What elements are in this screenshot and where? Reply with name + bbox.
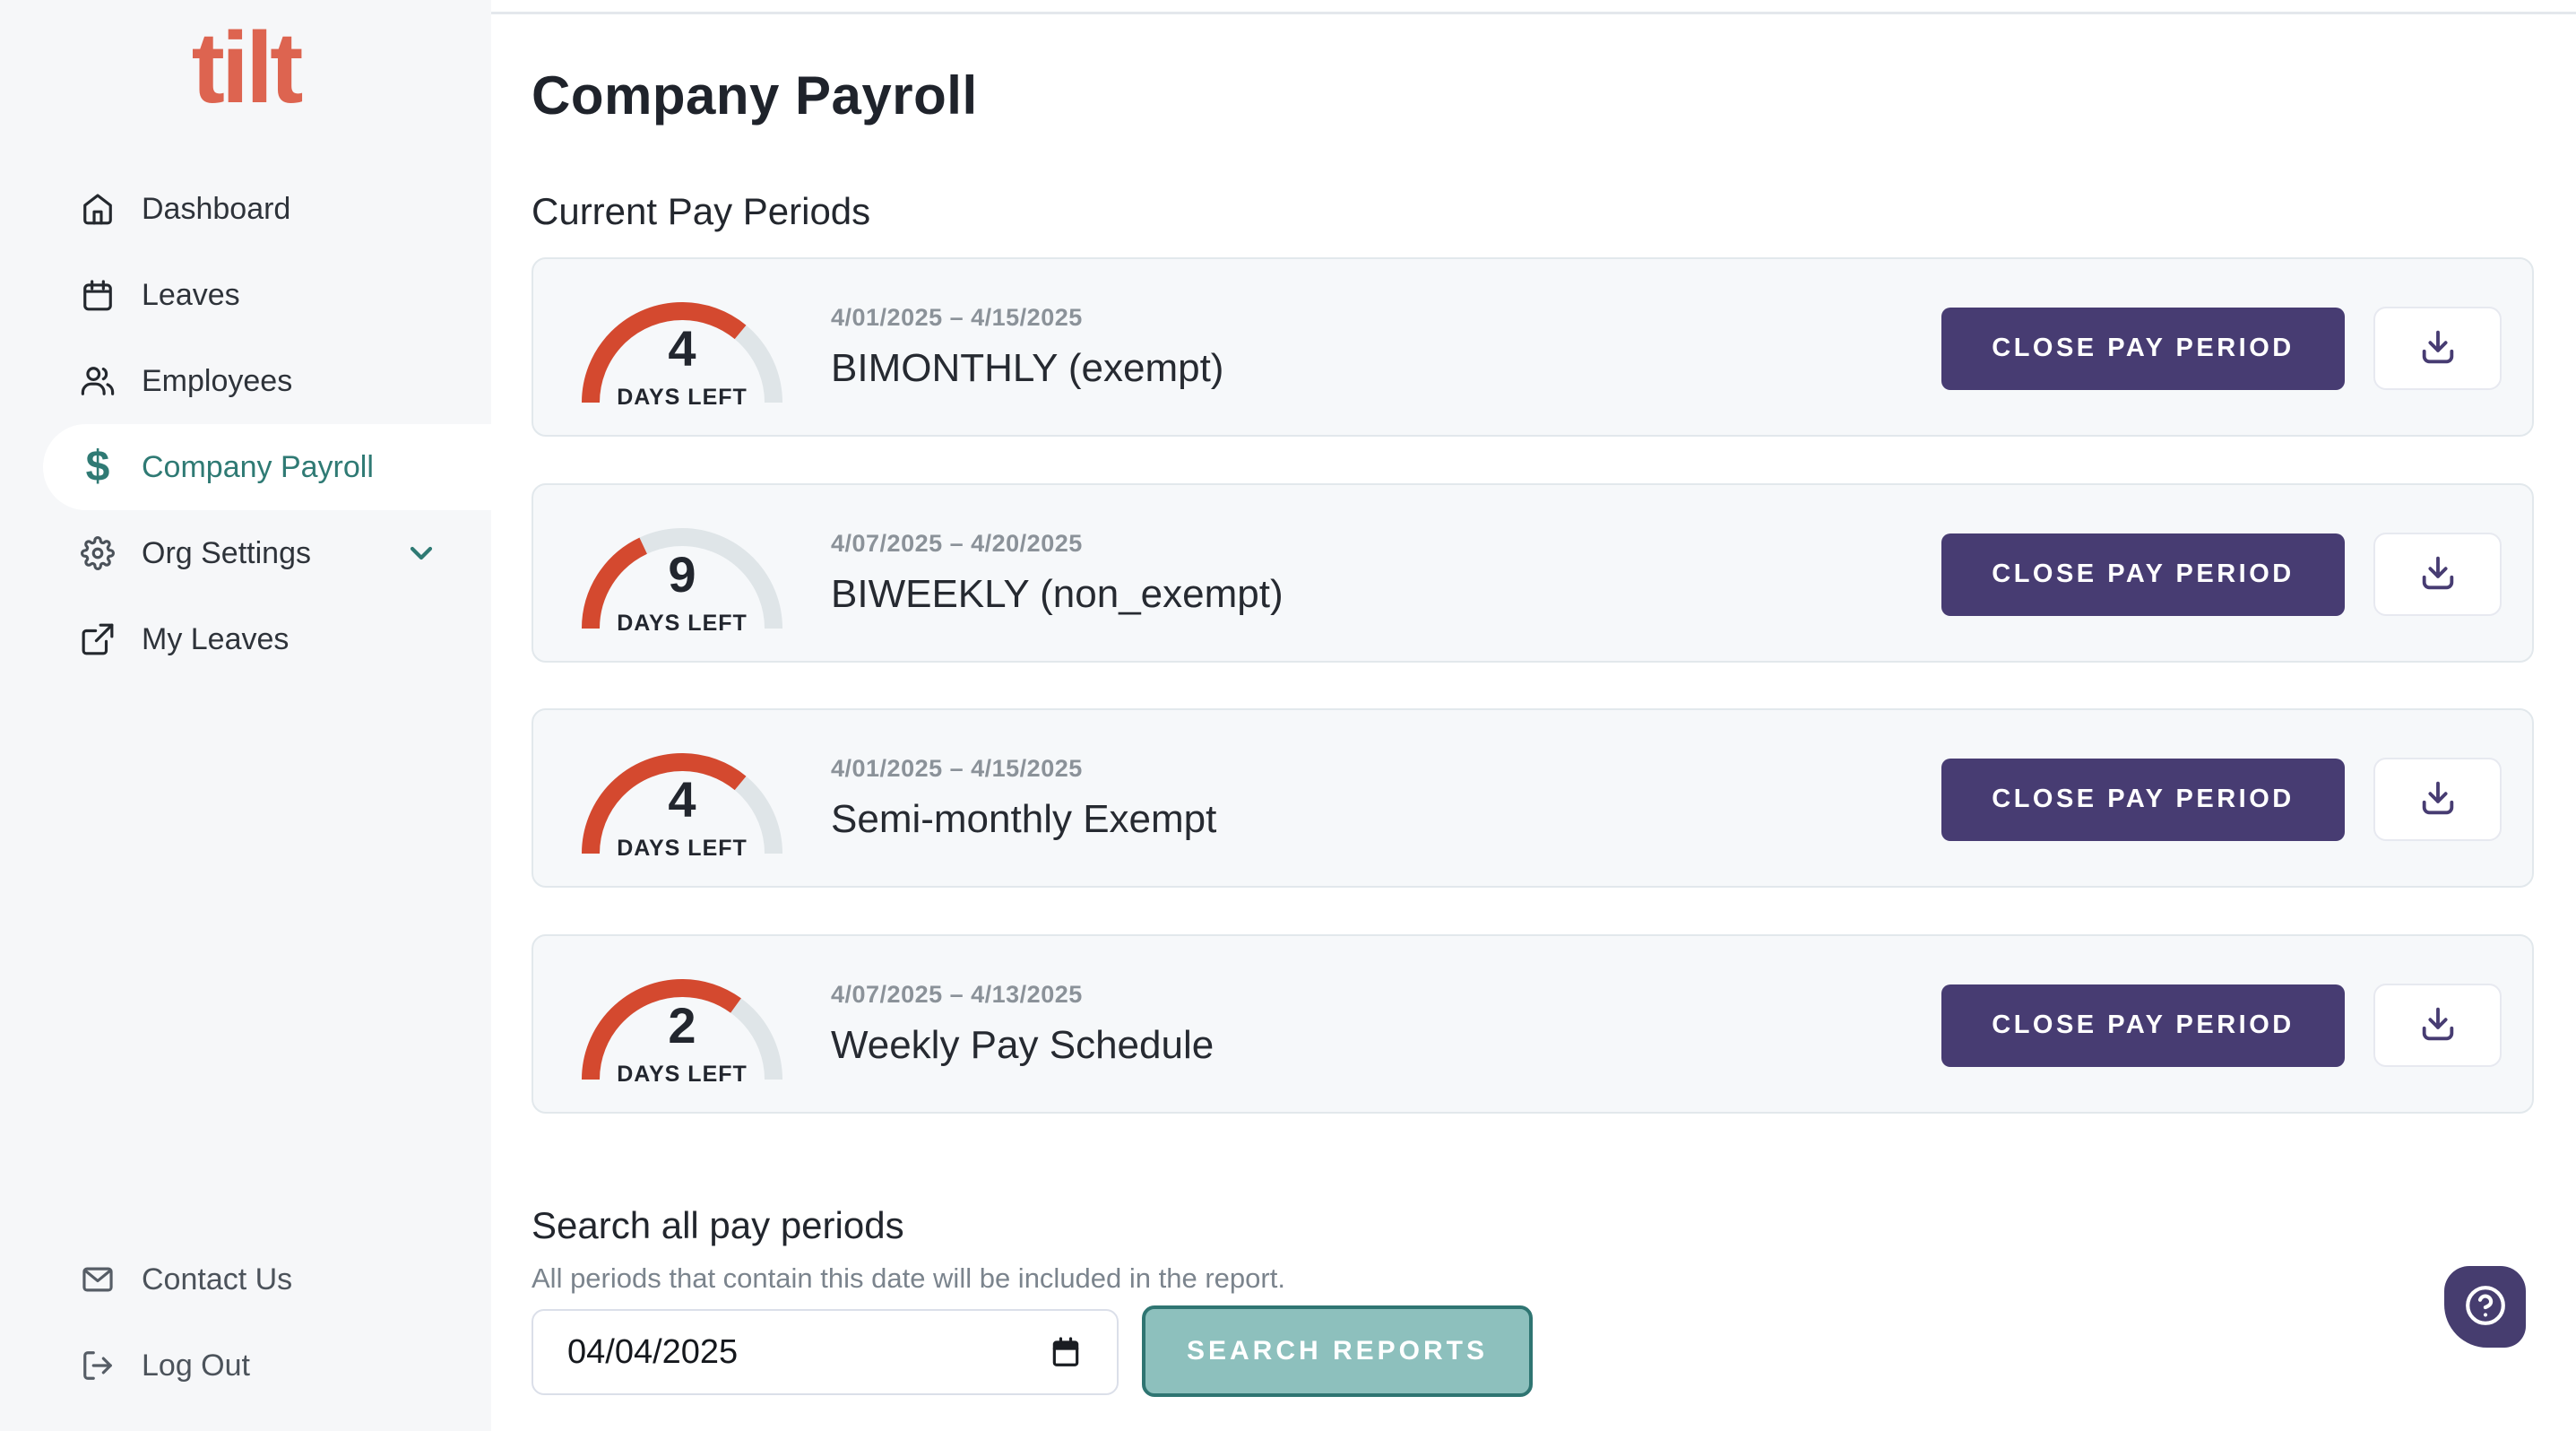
period-info: 4/01/2025 – 4/15/2025 Semi-monthly Exemp… bbox=[831, 755, 1216, 842]
sidebar-item-label: My Leaves bbox=[142, 621, 290, 656]
period-actions: CLOSE PAY PERIOD bbox=[1941, 307, 2502, 390]
download-icon bbox=[2417, 777, 2459, 821]
sidebar-item-label: Employees bbox=[142, 363, 293, 398]
sidebar-item-label: Contact Us bbox=[142, 1262, 293, 1297]
sidebar-item-label: Dashboard bbox=[142, 191, 291, 226]
close-pay-period-button[interactable]: CLOSE PAY PERIOD bbox=[1941, 533, 2345, 616]
download-report-button[interactable] bbox=[2373, 758, 2502, 841]
days-left-value: 9 bbox=[668, 546, 696, 603]
close-pay-period-button[interactable]: CLOSE PAY PERIOD bbox=[1941, 758, 2345, 841]
period-date-range: 4/07/2025 – 4/13/2025 bbox=[831, 981, 1083, 1008]
search-section-description: All periods that contain this date will … bbox=[532, 1262, 1285, 1294]
calendar-picker-icon[interactable] bbox=[1049, 1335, 1083, 1369]
sidebar-item-label: Org Settings bbox=[142, 535, 311, 570]
close-pay-period-button[interactable]: CLOSE PAY PERIOD bbox=[1941, 984, 2345, 1067]
days-left-value: 2 bbox=[668, 997, 696, 1054]
days-left-gauge: 4 DAYS LEFT bbox=[578, 744, 786, 861]
period-date-range: 4/07/2025 – 4/20/2025 bbox=[831, 530, 1083, 557]
pay-period-card: 4 DAYS LEFT 4/01/2025 – 4/15/2025 BIMONT… bbox=[532, 257, 2534, 437]
period-actions: CLOSE PAY PERIOD bbox=[1941, 533, 2502, 616]
download-icon bbox=[2417, 326, 2459, 370]
sidebar-item-dashboard[interactable]: Dashboard bbox=[0, 166, 491, 252]
search-reports-button[interactable]: SEARCH REPORTS bbox=[1142, 1305, 1533, 1397]
sidebar-item-contact-us[interactable]: Contact Us bbox=[0, 1236, 491, 1323]
gear-icon bbox=[79, 534, 117, 572]
period-info: 4/07/2025 – 4/13/2025 Weekly Pay Schedul… bbox=[831, 981, 1214, 1068]
sidebar-item-label: Leaves bbox=[142, 277, 240, 312]
close-pay-period-button[interactable]: CLOSE PAY PERIOD bbox=[1941, 307, 2345, 390]
date-input[interactable]: 04/04/2025 bbox=[532, 1309, 1119, 1395]
calendar-icon bbox=[79, 276, 117, 314]
days-left-caption: DAYS LEFT bbox=[617, 385, 748, 410]
external-link-icon bbox=[79, 620, 117, 658]
mail-icon bbox=[79, 1261, 117, 1298]
days-left-caption: DAYS LEFT bbox=[617, 611, 748, 636]
period-actions: CLOSE PAY PERIOD bbox=[1941, 758, 2502, 841]
days-left-caption: DAYS LEFT bbox=[617, 1062, 748, 1087]
period-date-range: 4/01/2025 – 4/15/2025 bbox=[831, 755, 1083, 782]
period-name: BIMONTHLY (exempt) bbox=[831, 346, 1224, 390]
period-info: 4/01/2025 – 4/15/2025 BIMONTHLY (exempt) bbox=[831, 304, 1223, 391]
days-left-value: 4 bbox=[668, 320, 696, 377]
employees-icon bbox=[79, 362, 117, 400]
days-left-gauge: 2 DAYS LEFT bbox=[578, 970, 786, 1087]
sidebar-item-label: Log Out bbox=[142, 1348, 250, 1383]
sidebar: tilt Dashboard Leaves Employees bbox=[0, 0, 491, 1431]
download-report-button[interactable] bbox=[2373, 533, 2502, 616]
help-button[interactable] bbox=[2444, 1266, 2526, 1348]
period-actions: CLOSE PAY PERIOD bbox=[1941, 984, 2502, 1067]
chevron-down-icon[interactable] bbox=[403, 535, 439, 571]
pay-period-card: 4 DAYS LEFT 4/01/2025 – 4/15/2025 Semi-m… bbox=[532, 708, 2534, 888]
search-section-title: Search all pay periods bbox=[532, 1204, 904, 1246]
main-content: Company Payroll Current Pay Periods 4 DA… bbox=[491, 0, 2576, 1431]
pay-period-card: 2 DAYS LEFT 4/07/2025 – 4/13/2025 Weekly… bbox=[532, 934, 2534, 1114]
download-report-button[interactable] bbox=[2373, 984, 2502, 1067]
period-date-range: 4/01/2025 – 4/15/2025 bbox=[831, 304, 1083, 331]
days-left-gauge: 9 DAYS LEFT bbox=[578, 519, 786, 636]
period-name: Semi-monthly Exempt bbox=[831, 797, 1217, 841]
sidebar-footer: Contact Us Log Out bbox=[0, 1236, 491, 1409]
download-icon bbox=[2417, 1003, 2459, 1047]
sidebar-item-org-settings[interactable]: Org Settings bbox=[0, 510, 491, 596]
section-title: Current Pay Periods bbox=[532, 190, 871, 232]
page-title: Company Payroll bbox=[532, 65, 978, 126]
home-icon bbox=[79, 190, 117, 228]
logout-icon bbox=[79, 1347, 117, 1384]
sidebar-item-company-payroll[interactable]: $ Company Payroll bbox=[43, 424, 491, 510]
days-left-caption: DAYS LEFT bbox=[617, 836, 748, 861]
sidebar-item-log-out[interactable]: Log Out bbox=[0, 1323, 491, 1409]
period-info: 4/07/2025 – 4/20/2025 BIWEEKLY (non_exem… bbox=[831, 530, 1284, 617]
pay-period-card: 9 DAYS LEFT 4/07/2025 – 4/20/2025 BIWEEK… bbox=[532, 483, 2534, 663]
download-report-button[interactable] bbox=[2373, 307, 2502, 390]
dollar-icon: $ bbox=[85, 443, 110, 490]
period-name: BIWEEKLY (non_exempt) bbox=[831, 572, 1284, 616]
tilt-logo: tilt bbox=[191, 12, 304, 124]
period-name: Weekly Pay Schedule bbox=[831, 1023, 1215, 1067]
sidebar-nav: Dashboard Leaves Employees $ Company Pay… bbox=[0, 166, 491, 682]
question-circle-icon bbox=[2463, 1283, 2508, 1331]
sidebar-item-label: Company Payroll bbox=[142, 449, 374, 484]
sidebar-item-my-leaves[interactable]: My Leaves bbox=[0, 596, 491, 682]
sidebar-item-leaves[interactable]: Leaves bbox=[0, 252, 491, 338]
top-divider bbox=[491, 12, 2576, 14]
days-left-value: 4 bbox=[668, 771, 696, 828]
sidebar-item-employees[interactable]: Employees bbox=[0, 338, 491, 424]
date-input-value: 04/04/2025 bbox=[567, 1332, 739, 1371]
days-left-gauge: 4 DAYS LEFT bbox=[578, 293, 786, 410]
download-icon bbox=[2417, 552, 2459, 596]
